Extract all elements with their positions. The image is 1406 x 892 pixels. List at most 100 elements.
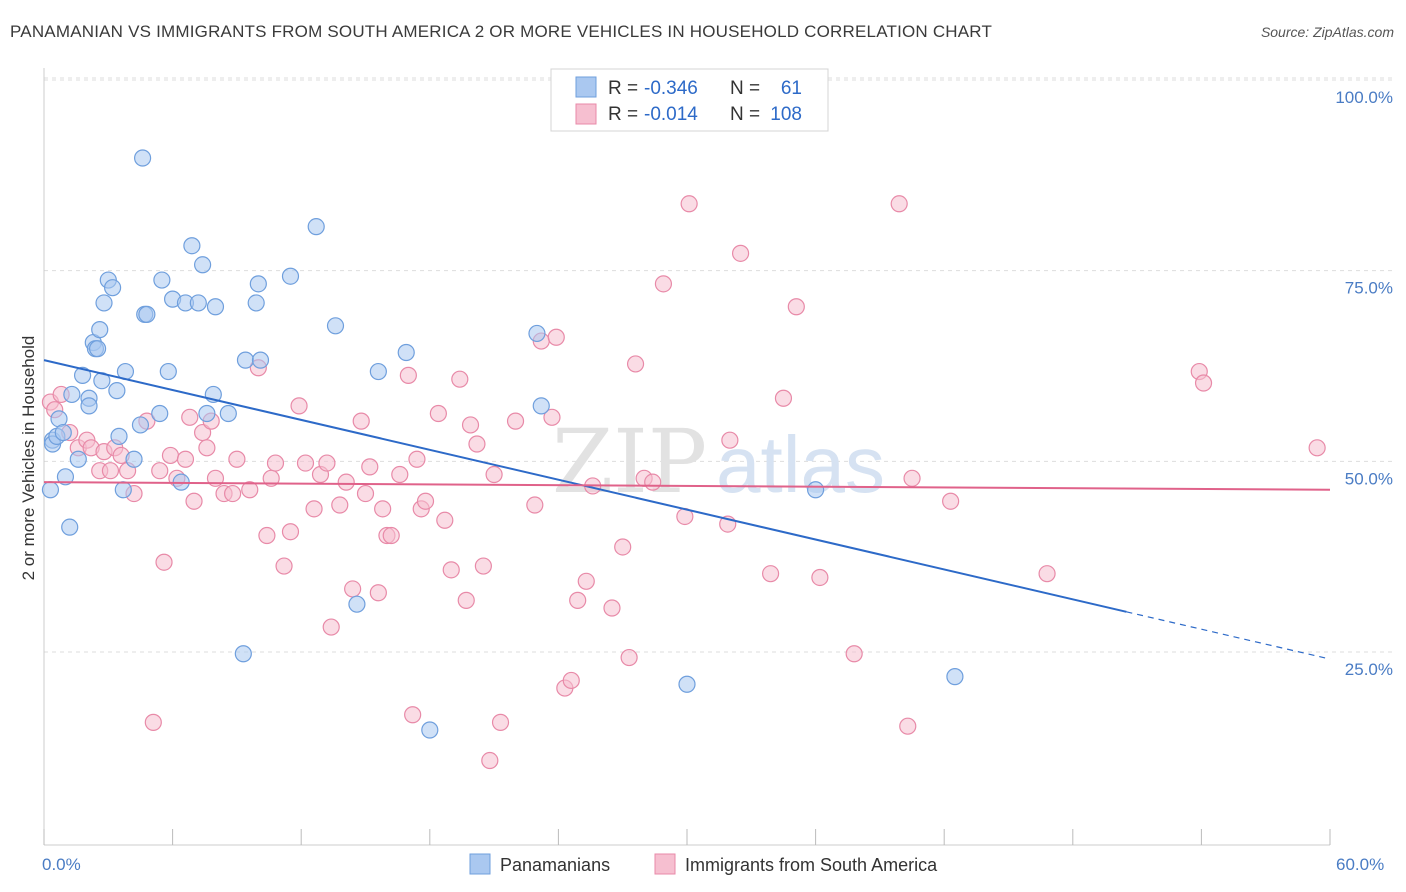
blue-point-0 bbox=[41, 481, 60, 499]
pink-point-98 bbox=[899, 717, 917, 735]
blue-point-53 bbox=[397, 343, 415, 362]
pink-point-68 bbox=[485, 465, 503, 484]
y-tick-label-50: 50.0% bbox=[1345, 469, 1393, 488]
legend-swatch-blue bbox=[575, 76, 597, 98]
blue-point-54 bbox=[421, 721, 439, 739]
blue-point-25 bbox=[125, 450, 143, 468]
legend-n-value-blue: 61 bbox=[781, 78, 802, 99]
blue-point-8 bbox=[63, 385, 81, 404]
y-tick-label-25: 25.0% bbox=[1345, 660, 1393, 679]
pink-point-88 bbox=[680, 195, 698, 213]
pink-point-70 bbox=[506, 412, 525, 430]
pink-point-54 bbox=[399, 366, 417, 384]
blue-trend-extension bbox=[1126, 611, 1331, 660]
pink-trend-line bbox=[43, 481, 1331, 491]
pink-point-55 bbox=[404, 706, 422, 724]
legend-r-value-blue: -0.346 bbox=[644, 78, 698, 99]
pink-point-38 bbox=[296, 454, 315, 472]
blue-point-20 bbox=[103, 279, 122, 297]
pink-point-81 bbox=[614, 538, 632, 556]
pink-point-71 bbox=[526, 496, 544, 514]
pink-point-44 bbox=[337, 473, 355, 491]
pink-point-47 bbox=[356, 484, 375, 503]
blue-point-12 bbox=[80, 397, 98, 415]
x-tick-label-max: 60.0% bbox=[1336, 855, 1384, 874]
chart-title: PANAMANIAN VS IMMIGRANTS FROM SOUTH AMER… bbox=[10, 22, 993, 41]
blue-point-6 bbox=[56, 468, 75, 486]
pink-point-48 bbox=[361, 458, 379, 476]
pink-point-90 bbox=[721, 431, 739, 449]
pink-point-103 bbox=[1194, 374, 1213, 392]
pink-point-17 bbox=[155, 553, 173, 571]
pink-point-50 bbox=[374, 500, 392, 518]
blue-point-38 bbox=[194, 256, 212, 274]
y-axis-label: 2 or more Vehicles in Household bbox=[19, 336, 38, 581]
pink-point-21 bbox=[181, 408, 199, 426]
blue-point-47 bbox=[251, 351, 270, 369]
source-label: Source: ZipAtlas.com bbox=[1260, 24, 1394, 40]
legend-n-label-pink: N = bbox=[730, 104, 760, 125]
pink-point-69 bbox=[491, 713, 510, 731]
blue-point-46 bbox=[249, 275, 267, 293]
pink-point-60 bbox=[436, 511, 454, 529]
blue-point-10 bbox=[73, 366, 92, 384]
top-legend: R = -0.346 N = 61 R = -0.014 N = 108 bbox=[550, 68, 829, 132]
blue-point-45 bbox=[247, 294, 265, 312]
pink-point-76 bbox=[562, 671, 580, 690]
bottom-legend-swatch-pink bbox=[654, 853, 676, 875]
pink-point-63 bbox=[457, 591, 475, 609]
blue-point-52 bbox=[369, 362, 387, 381]
pink-point-43 bbox=[331, 496, 349, 514]
y-tick-labels: 100.0% 75.0% 50.0% 25.0% bbox=[1335, 88, 1393, 679]
pink-point-95 bbox=[811, 568, 829, 587]
pink-point-86 bbox=[654, 275, 673, 293]
pink-point-56 bbox=[408, 450, 426, 468]
pink-point-52 bbox=[382, 526, 400, 545]
pink-point-99 bbox=[903, 469, 921, 487]
watermark-atlas: atlas bbox=[716, 420, 885, 509]
pink-point-93 bbox=[774, 389, 793, 407]
blue-point-49 bbox=[307, 218, 325, 236]
blue-point-51 bbox=[348, 595, 366, 613]
pink-point-28 bbox=[224, 484, 242, 503]
pink-point-29 bbox=[228, 450, 246, 468]
blue-point-32 bbox=[159, 362, 177, 381]
pink-point-49 bbox=[369, 584, 387, 602]
blue-point-57 bbox=[678, 675, 696, 693]
blue-point-58 bbox=[806, 481, 825, 499]
trend-lines bbox=[43, 359, 1331, 660]
pink-point-37 bbox=[290, 397, 308, 415]
watermark: ZIP atlas bbox=[552, 410, 885, 513]
pink-point-46 bbox=[352, 412, 370, 430]
bottom-legend-label-pink: Immigrants from South America bbox=[685, 855, 938, 875]
pink-point-65 bbox=[468, 435, 486, 453]
blue-point-29 bbox=[138, 305, 156, 323]
pink-point-67 bbox=[481, 751, 499, 770]
blue-point-55 bbox=[528, 324, 546, 343]
pink-point-36 bbox=[281, 523, 300, 541]
legend-r-label-blue: R = bbox=[608, 78, 638, 99]
pink-series-points bbox=[41, 195, 1326, 770]
pink-point-18 bbox=[161, 446, 180, 465]
pink-point-41 bbox=[318, 454, 336, 472]
y-tick-label-75: 75.0% bbox=[1345, 279, 1393, 298]
blue-series-points bbox=[41, 149, 964, 739]
pink-point-20 bbox=[176, 450, 195, 468]
pink-point-94 bbox=[787, 298, 805, 316]
blue-point-26 bbox=[131, 416, 150, 434]
pink-point-16 bbox=[151, 462, 169, 480]
pink-point-15 bbox=[144, 713, 162, 731]
blue-point-9 bbox=[69, 450, 87, 468]
pink-point-45 bbox=[344, 580, 362, 598]
blue-point-43 bbox=[234, 645, 252, 663]
x-ticks bbox=[43, 829, 1331, 845]
pink-point-42 bbox=[322, 618, 340, 636]
pink-point-80 bbox=[603, 599, 621, 617]
blue-point-37 bbox=[189, 294, 207, 312]
blue-point-5 bbox=[54, 423, 72, 442]
pink-point-59 bbox=[429, 404, 447, 423]
blue-point-50 bbox=[326, 317, 345, 335]
pink-point-96 bbox=[845, 645, 863, 663]
blue-point-48 bbox=[281, 267, 300, 285]
pink-point-61 bbox=[442, 561, 460, 579]
